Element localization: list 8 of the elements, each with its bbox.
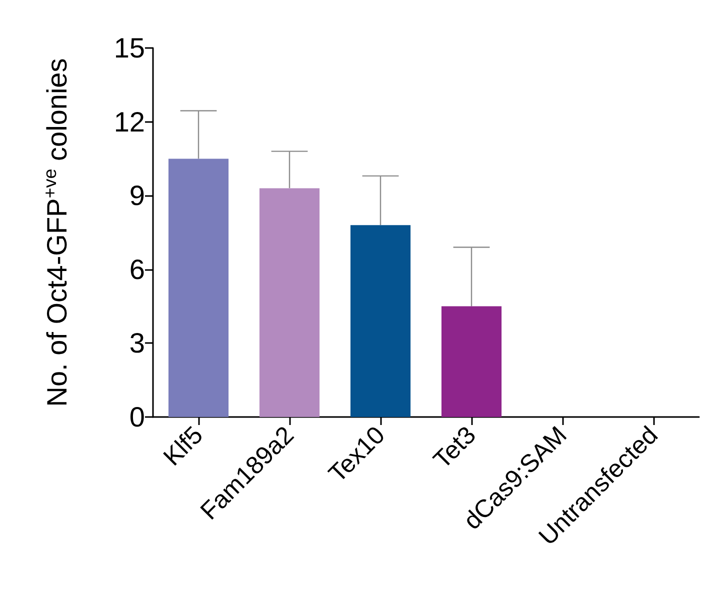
y-axis-title: No. of Oct4-GFP+ve colonies bbox=[40, 58, 72, 407]
y-tick-label: 15 bbox=[114, 32, 145, 64]
y-tick-label: 9 bbox=[129, 180, 145, 212]
y-tick-label: 3 bbox=[129, 328, 145, 359]
y-tick-label: 12 bbox=[114, 106, 145, 138]
y-tick-label: 0 bbox=[129, 402, 145, 432]
x-tick-label: Klf5 bbox=[158, 421, 208, 472]
y-tick-label: 6 bbox=[129, 254, 145, 285]
